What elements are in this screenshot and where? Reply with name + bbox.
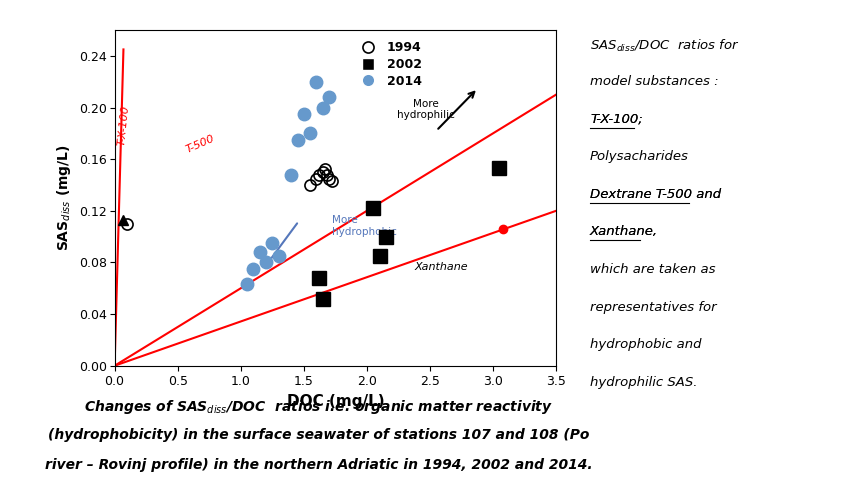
Text: which are taken as: which are taken as [590, 263, 716, 276]
Text: T-X-100;: T-X-100; [590, 113, 643, 126]
Text: hydrophobic and: hydrophobic and [590, 338, 701, 351]
Y-axis label: SAS$_{diss}$ (mg/L): SAS$_{diss}$ (mg/L) [55, 144, 73, 252]
Legend: 1994, 2002, 2014: 1994, 2002, 2014 [351, 36, 427, 93]
X-axis label: DOC (mg/L): DOC (mg/L) [287, 394, 384, 409]
Text: Xanthane,: Xanthane, [590, 225, 658, 238]
Text: Dextrane T-500 and: Dextrane T-500 and [590, 188, 721, 201]
Text: hydrophilic SAS.: hydrophilic SAS. [590, 376, 698, 389]
Text: (hydrophobicity) in the surface seawater of stations 107 and 108 (Po: (hydrophobicity) in the surface seawater… [48, 428, 589, 442]
Text: T-X-100: T-X-100 [116, 105, 131, 146]
Text: T-500: T-500 [184, 133, 216, 155]
Text: More
hydrophilic: More hydrophilic [397, 99, 455, 120]
Text: Xanthane: Xanthane [415, 262, 469, 272]
Text: model substances :: model substances : [590, 75, 719, 88]
Text: Dextrane T-500 and: Dextrane T-500 and [590, 188, 721, 201]
Text: representatives for: representatives for [590, 301, 717, 314]
Text: Xanthane,: Xanthane, [590, 225, 658, 238]
Text: T-X-100;: T-X-100; [590, 113, 643, 126]
Text: SAS$_{diss}$/DOC  ratios for: SAS$_{diss}$/DOC ratios for [590, 38, 739, 54]
Text: Polysacharides: Polysacharides [590, 150, 689, 163]
Text: Changes of SAS$_{diss}$/DOC  ratios i.e. organic matter reactivity: Changes of SAS$_{diss}$/DOC ratios i.e. … [84, 398, 553, 416]
Text: river – Rovinj profile) in the northern Adriatic in 1994, 2002 and 2014.: river – Rovinj profile) in the northern … [44, 458, 593, 472]
Text: More
hydrophobic: More hydrophobic [332, 215, 396, 237]
